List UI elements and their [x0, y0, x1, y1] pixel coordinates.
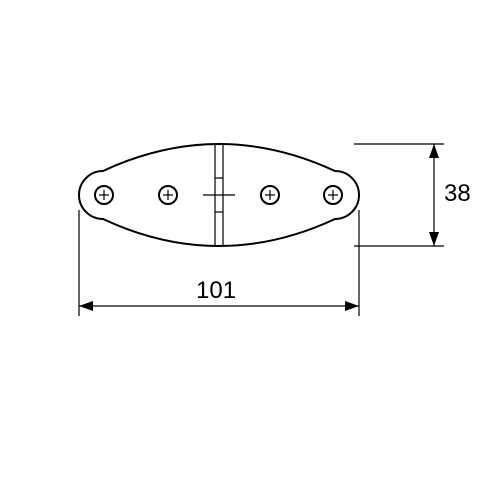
screw-hole — [261, 186, 279, 204]
dim-height-arrow-top — [429, 144, 439, 158]
dim-width-arrow-left — [79, 301, 93, 311]
dim-height-label: 38 — [444, 180, 471, 207]
dim-width-label: 101 — [196, 277, 236, 304]
screw-hole — [159, 186, 177, 204]
screw-hole — [324, 186, 342, 204]
drawing-stage: 101 38 — [0, 0, 500, 500]
screw-hole — [95, 186, 113, 204]
dim-width-arrow-right — [345, 301, 359, 311]
hinge-technical-drawing: 101 38 — [0, 0, 500, 500]
dim-height-arrow-bottom — [429, 232, 439, 246]
